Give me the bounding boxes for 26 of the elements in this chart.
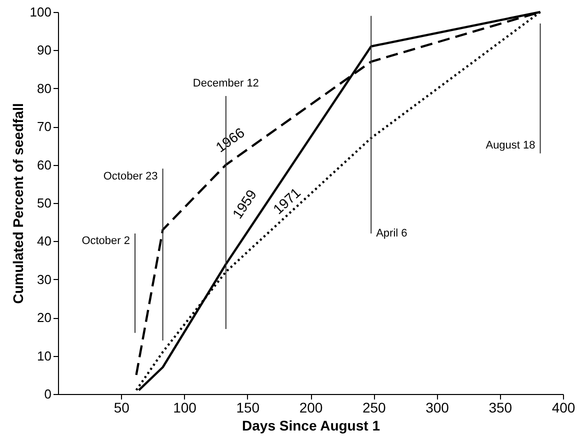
- x-tick-label: 400: [552, 400, 576, 416]
- x-tick-label: 350: [488, 400, 512, 416]
- y-tick-label: 30: [37, 272, 52, 287]
- x-tick-label: 100: [173, 400, 197, 416]
- ref-line-label: August 18: [486, 140, 536, 152]
- x-axis-title: Days Since August 1: [242, 418, 380, 434]
- ref-line-label: October 23: [103, 170, 158, 182]
- ref-line-label: December 12: [192, 77, 259, 90]
- y-tick-label: 80: [37, 80, 52, 96]
- x-tick-label: 50: [114, 400, 130, 416]
- y-tick-label: 50: [37, 196, 52, 210]
- x-tick-label: 150: [236, 400, 260, 416]
- y-tick-label: 70: [37, 119, 52, 134]
- y-tick-label: 10: [37, 348, 52, 364]
- y-axis-title: Cumulated Percent of seedfall: [10, 103, 26, 304]
- x-tick-label: 250: [362, 400, 386, 416]
- y-tick-label: 90: [37, 42, 52, 58]
- y-tick-label: 20: [37, 310, 52, 326]
- x-tick-label: 200: [299, 400, 323, 416]
- y-tick-label: 60: [37, 157, 52, 172]
- ref-line-label: October 2: [82, 235, 130, 248]
- y-tick-label: 0: [44, 386, 52, 402]
- ref-line-label: April 6: [376, 228, 408, 240]
- x-tick-label: 300: [426, 400, 450, 416]
- y-tick-label: 100: [30, 4, 52, 20]
- y-tick-label: 40: [37, 234, 52, 249]
